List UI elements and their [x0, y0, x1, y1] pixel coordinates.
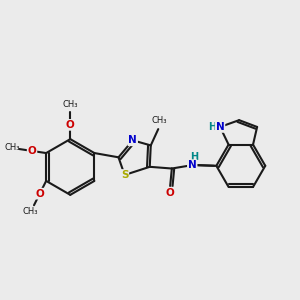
Text: O: O: [28, 146, 36, 156]
Text: O: O: [166, 188, 175, 198]
Text: CH₃: CH₃: [62, 100, 78, 109]
Text: N: N: [128, 135, 137, 145]
Text: N: N: [216, 122, 224, 132]
Text: S: S: [121, 170, 128, 180]
Text: CH₃: CH₃: [4, 143, 20, 152]
Text: CH₃: CH₃: [23, 207, 38, 216]
Text: H: H: [208, 122, 217, 132]
Text: O: O: [35, 189, 44, 199]
Text: CH₃: CH₃: [151, 116, 167, 125]
Text: H: H: [190, 152, 198, 162]
Text: N: N: [188, 160, 197, 170]
Text: O: O: [66, 120, 75, 130]
